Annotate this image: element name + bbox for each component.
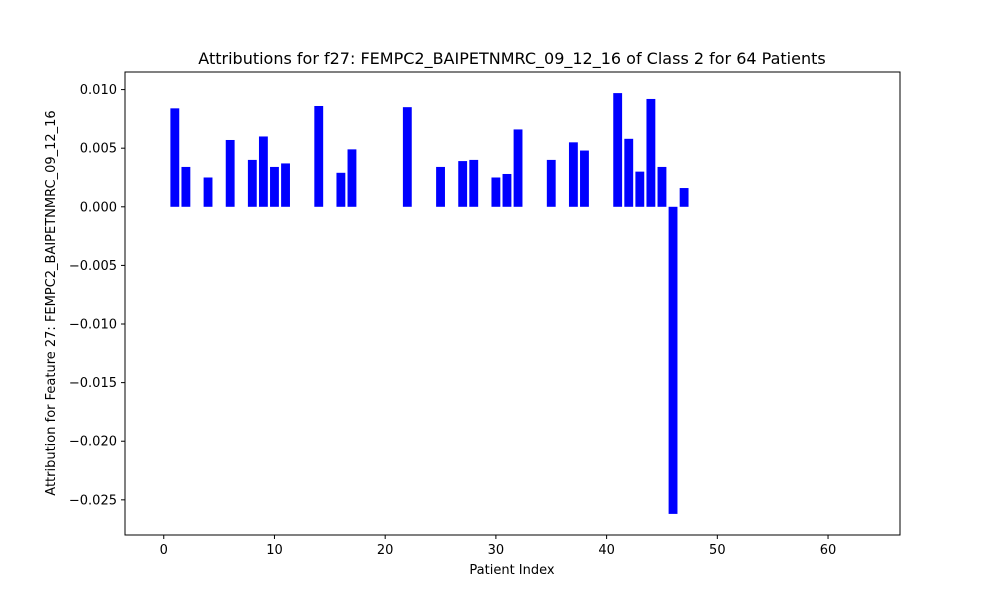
- y-tick-label: 0.005: [80, 142, 117, 157]
- x-axis-label: Patient Index: [469, 563, 554, 578]
- bar-patient-38: [580, 150, 589, 207]
- axes-group: 0 10 20 30 40 50 60 0.010 0.005 0.000 −0.005 −0.010…: [69, 71, 901, 558]
- bar-patient-11: [281, 163, 290, 207]
- y-tick-label: −0.015: [69, 376, 117, 391]
- bar-patient-35: [546, 159, 556, 207]
- bar-patient-6: [225, 139, 235, 207]
- bar-patient-32: [513, 129, 523, 207]
- bar-patient-1: [170, 108, 180, 207]
- x-tick-label: 60: [820, 543, 837, 558]
- y-tick-label: 0.000: [80, 200, 117, 215]
- bar-patient-42: [624, 138, 634, 207]
- bar-patient-2: [181, 166, 191, 207]
- bar-patient-27: [458, 161, 468, 207]
- bar-patient-43: [635, 171, 645, 207]
- x-tick-label: 10: [266, 543, 283, 558]
- y-tick-label: −0.025: [69, 493, 117, 508]
- y-tick-label: 0.010: [80, 83, 117, 98]
- bar-patient-28: [469, 159, 479, 207]
- bar-patient-9: [258, 136, 268, 207]
- bar-patient-47: [679, 188, 689, 207]
- bar-patient-14: [314, 105, 324, 207]
- x-tick-label: 30: [488, 543, 505, 558]
- bar-patient-25: [436, 166, 445, 207]
- x-tick-label: 20: [377, 543, 394, 558]
- bars-group: [170, 93, 689, 514]
- bar-patient-22: [402, 107, 412, 207]
- bar-patient-45: [657, 166, 667, 207]
- chart-title: Attributions for f27: FEMPC2_BAIPETNMRC_…: [198, 49, 825, 69]
- bar-patient-8: [247, 159, 257, 207]
- x-tick-label: 50: [709, 543, 726, 558]
- y-tick-label: −0.020: [69, 435, 117, 450]
- bar-patient-17: [347, 149, 357, 207]
- y-tick-label: −0.005: [69, 259, 117, 274]
- bar-patient-37: [568, 142, 578, 207]
- y-axis-label: Attribution for Feature 27: FEMPC2_BAIPE…: [44, 110, 59, 495]
- y-tick-label: −0.010: [69, 318, 117, 333]
- x-tick-label: 40: [598, 543, 615, 558]
- bar-patient-41: [613, 93, 623, 207]
- bar-patient-4: [203, 177, 213, 207]
- plot-frame: [124, 71, 901, 536]
- bar-patient-30: [491, 177, 501, 207]
- bar-patient-44: [646, 98, 656, 207]
- x-tick-label: 0: [160, 543, 168, 558]
- bar-patient-10: [270, 166, 279, 207]
- bar-patient-16: [336, 172, 346, 207]
- bar-patient-46: [668, 206, 678, 514]
- bar-patient-31: [502, 173, 512, 207]
